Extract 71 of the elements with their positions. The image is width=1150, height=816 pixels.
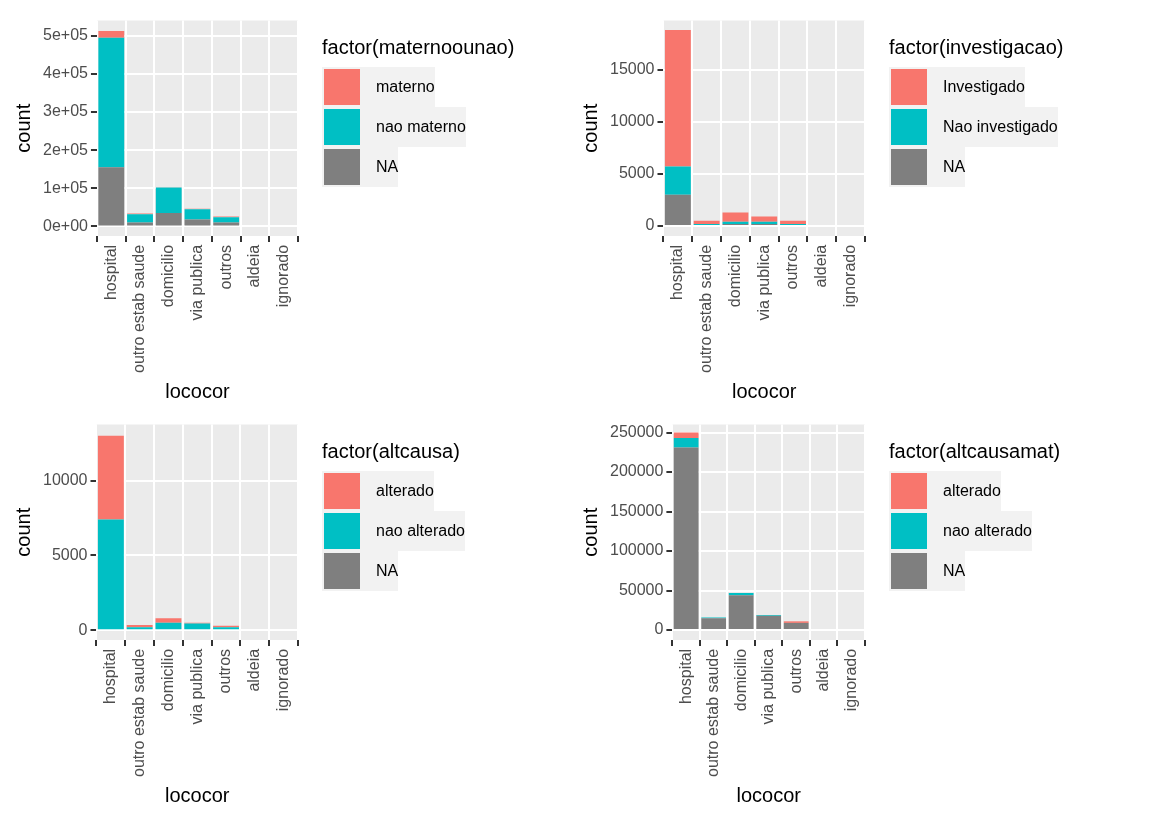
x-tick-label: outro estab saude <box>697 244 715 373</box>
y-tick-label: 4e+05 <box>43 64 89 82</box>
y-tick-label: 5000 <box>618 164 655 182</box>
legend-label: Nao investigado <box>943 118 1058 136</box>
x-tick-label: hospital <box>101 648 119 705</box>
x-tick-label: via publica <box>754 244 772 321</box>
legend-label: NA <box>376 562 399 580</box>
y-tick-label: 5000 <box>51 545 88 563</box>
legend-label: materno <box>376 78 435 96</box>
x-tick-label: ignorado <box>274 244 292 308</box>
x-tick-label: domicilio <box>731 648 749 712</box>
x-tick-label: domicilio <box>158 648 176 712</box>
legend-title: factor(maternoounao) <box>322 36 515 59</box>
legend-label: NA <box>943 158 966 176</box>
y-tick-label: 2e+05 <box>43 140 89 158</box>
x-tick-label: aldeia <box>245 648 263 692</box>
y-axis-title: count <box>578 507 601 557</box>
x-tick-label: via publica <box>187 244 205 321</box>
legend-label: NA <box>943 562 966 580</box>
y-tick-label: 10000 <box>609 112 655 130</box>
x-axis-title: lococor <box>165 783 230 806</box>
x-tick-label: via publica <box>759 648 777 725</box>
y-tick-label: 15000 <box>609 60 655 78</box>
x-tick-label: hospital <box>101 244 119 301</box>
legend-label: Investigado <box>943 78 1025 96</box>
x-tick-label: hospital <box>676 648 694 705</box>
legend-title: factor(altcausamat) <box>889 440 1061 463</box>
x-tick-label: aldeia <box>245 244 263 288</box>
x-tick-label: ignorado <box>274 648 292 712</box>
y-tick-label: 100000 <box>610 541 664 559</box>
y-tick-label: 250000 <box>610 422 664 440</box>
x-tick-label: ignorado <box>841 648 859 712</box>
y-axis-title: count <box>11 103 34 153</box>
legend-title: factor(altcausa) <box>322 440 461 463</box>
x-tick-label: outros <box>786 648 804 694</box>
y-axis-title: count <box>578 103 601 153</box>
x-tick-label: ignorado <box>841 244 859 308</box>
legend-label: nao alterado <box>943 522 1032 540</box>
x-tick-label: outro estab saude <box>130 648 148 777</box>
legend-label: NA <box>376 158 399 176</box>
y-tick-label: 0 <box>645 216 655 234</box>
legend-title: factor(investigacao) <box>889 36 1064 59</box>
y-tick-label: 1e+05 <box>43 178 89 196</box>
y-tick-label: 5e+05 <box>43 26 89 44</box>
legend-label: alterado <box>376 482 434 500</box>
x-tick-label: outros <box>783 244 801 290</box>
x-tick-label: outro estab saude <box>130 244 148 373</box>
y-tick-label: 3e+05 <box>43 102 89 120</box>
x-axis-title: lococor <box>736 783 802 806</box>
y-tick-label: 150000 <box>610 501 664 519</box>
x-tick-label: outros <box>216 244 234 290</box>
y-tick-label: 0e+00 <box>43 216 89 234</box>
y-tick-label: 10000 <box>42 471 88 489</box>
x-tick-label: aldeia <box>814 648 832 692</box>
x-tick-label: domicilio <box>725 244 743 308</box>
x-tick-label: domicilio <box>159 244 177 308</box>
x-axis-title: lococor <box>165 379 231 402</box>
legend-label: nao alterado <box>376 522 465 540</box>
legend-label: alterado <box>943 482 1001 500</box>
x-tick-label: outros <box>216 648 234 694</box>
y-tick-label: 50000 <box>618 580 664 598</box>
y-tick-label: 0 <box>654 620 664 638</box>
y-tick-label: 200000 <box>610 462 664 480</box>
x-tick-label: hospital <box>668 244 686 301</box>
y-tick-label: 0 <box>78 620 88 638</box>
legend-label: nao materno <box>376 118 466 136</box>
x-tick-label: aldeia <box>812 244 830 288</box>
y-axis-title: count <box>11 507 34 557</box>
x-tick-label: outro estab saude <box>704 648 722 777</box>
x-axis-title: lococor <box>732 379 797 402</box>
x-tick-label: via publica <box>187 648 205 725</box>
